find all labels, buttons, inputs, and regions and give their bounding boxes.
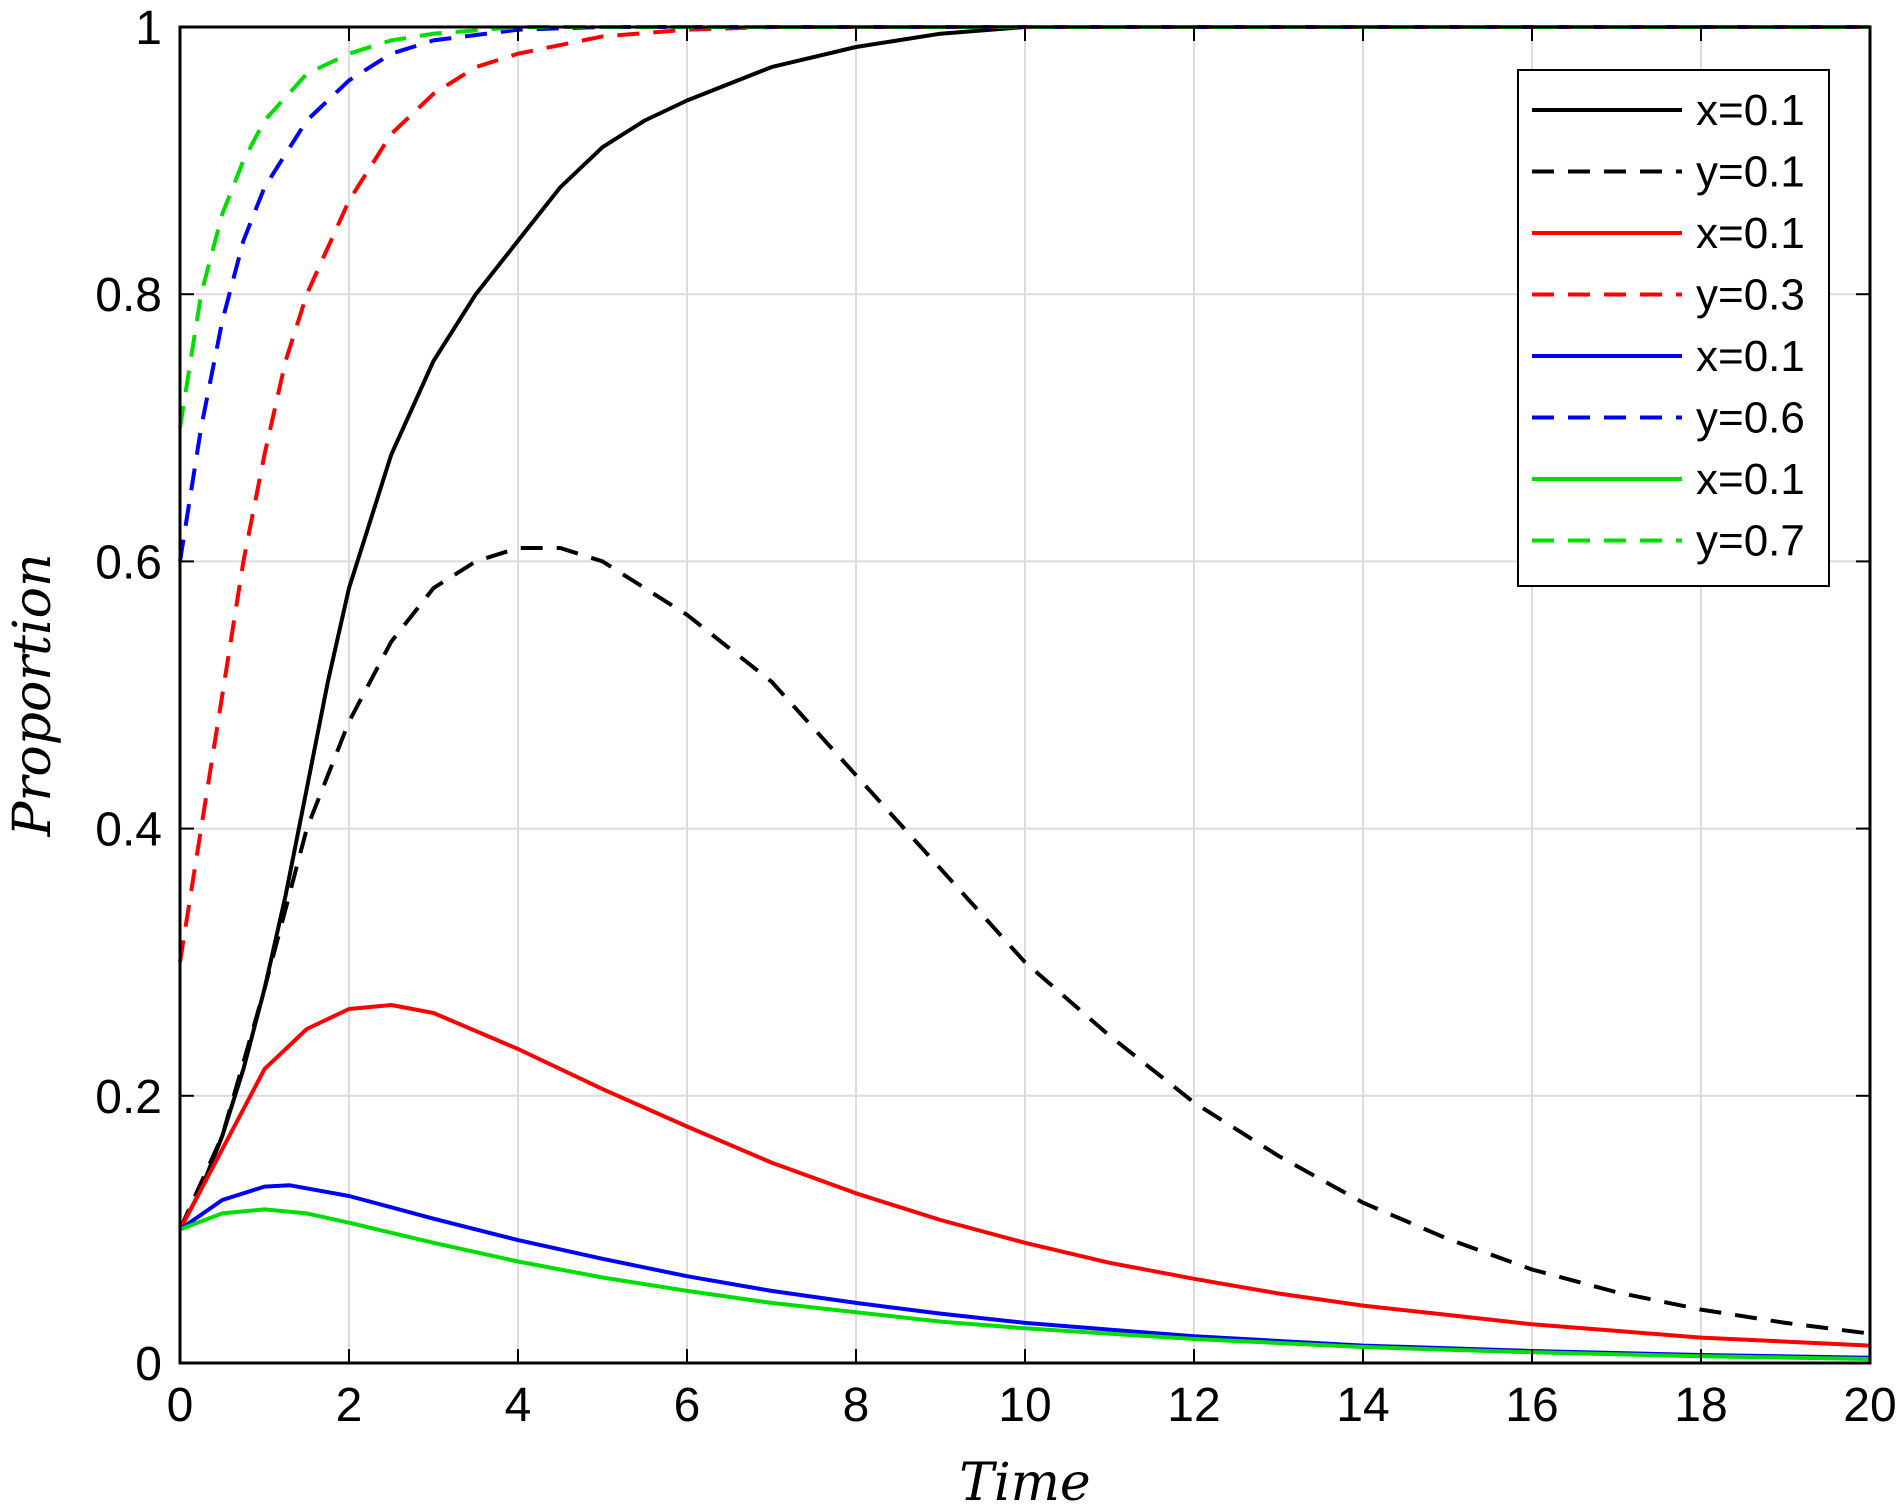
- x-tick-label: 4: [505, 1379, 532, 1432]
- legend-label-7: x=0.1: [1696, 455, 1805, 504]
- y-tick-label: 1: [135, 2, 162, 55]
- x-tick-label: 0: [167, 1379, 194, 1432]
- legend: x=0.1 y=0.1 x=0.1 y=0.3 x=0.1 y=0.6 x=0.1 y=0.7: [1517, 69, 1830, 587]
- x-tick-label: 16: [1505, 1379, 1558, 1432]
- x-tick-label: 18: [1674, 1379, 1727, 1432]
- series-line-4: [178, 25, 1870, 963]
- series-line-3: [178, 1003, 1871, 1348]
- legend-label-6: y=0.6: [1696, 394, 1805, 443]
- y-tick-label: 0.6: [95, 536, 162, 589]
- x-tick-label: 6: [674, 1379, 701, 1432]
- legend-label-4: y=0.3: [1696, 271, 1805, 320]
- y-tick-label: 0.4: [95, 804, 162, 857]
- x-tick-label: 2: [336, 1379, 363, 1432]
- axis-ticks: 0 2 4 6 8 10 12 14 16 18 20 0 0.2 0.4 0.6 0.8 1: [95, 2, 1896, 1432]
- legend-label-8: y=0.7: [1696, 517, 1805, 566]
- legend-label-2: y=0.1: [1696, 148, 1805, 197]
- x-axis-title: Time: [959, 1453, 1090, 1512]
- x-tick-label: 20: [1843, 1379, 1896, 1432]
- x-tick-label: 14: [1336, 1379, 1389, 1432]
- y-axis-title: Proportion: [3, 554, 63, 838]
- series-line-7: [179, 1207, 1871, 1361]
- y-tick-label: 0.2: [95, 1071, 162, 1124]
- legend-label-1: x=0.1: [1696, 86, 1805, 135]
- legend-box: [1517, 69, 1830, 587]
- series-line-2: [178, 546, 1871, 1336]
- x-tick-label: 8: [843, 1379, 870, 1432]
- legend-label-5: x=0.1: [1696, 332, 1805, 381]
- y-tick-label: 0: [135, 1338, 162, 1391]
- x-tick-label: 12: [1167, 1379, 1220, 1432]
- series-line-6: [178, 25, 1870, 562]
- x-tick-label: 10: [998, 1379, 1051, 1432]
- y-tick-label: 0.8: [95, 269, 162, 322]
- legend-label-3: x=0.1: [1696, 209, 1805, 258]
